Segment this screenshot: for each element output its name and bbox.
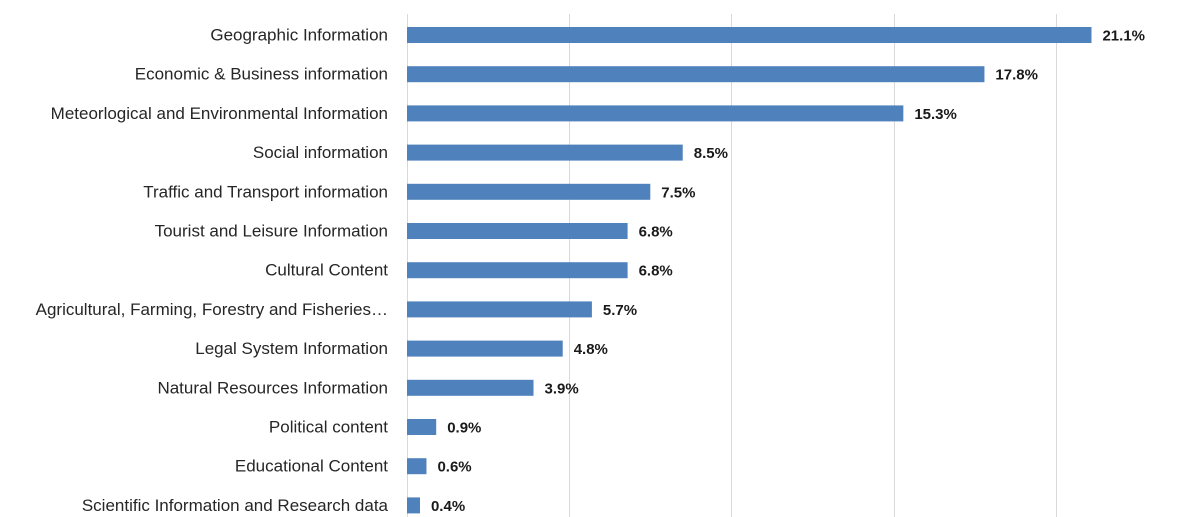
value-label: 17.8% xyxy=(995,67,1038,84)
category-label: Political content xyxy=(269,418,388,437)
bar xyxy=(407,184,650,200)
value-label: 21.1% xyxy=(1102,28,1145,45)
category-label: Traffic and Transport information xyxy=(143,182,388,201)
value-label: 15.3% xyxy=(914,106,957,123)
category-label: Agricultural, Farming, Forestry and Fish… xyxy=(36,300,388,319)
category-label: Geographic Information xyxy=(210,26,388,45)
bar xyxy=(407,497,420,513)
bar xyxy=(407,66,984,82)
value-label: 5.7% xyxy=(603,302,637,319)
value-label: 8.5% xyxy=(694,145,728,162)
value-label: 0.4% xyxy=(431,498,465,515)
category-label: Meteorlogical and Environmental Informat… xyxy=(51,104,388,123)
bar xyxy=(407,380,534,396)
category-label: Legal System Information xyxy=(195,339,388,358)
bar xyxy=(407,301,592,317)
value-label: 7.5% xyxy=(661,184,695,201)
bar xyxy=(407,27,1091,43)
bar xyxy=(407,341,563,357)
bar xyxy=(407,105,903,121)
bar xyxy=(407,458,426,474)
category-label: Natural Resources Information xyxy=(157,378,388,397)
bar xyxy=(407,223,628,239)
category-labels: Geographic Information Economic & Busine… xyxy=(36,26,389,515)
category-label: Scientific Information and Research data xyxy=(82,496,389,515)
bar xyxy=(407,262,628,278)
value-label: 4.8% xyxy=(574,341,608,358)
category-label: Tourist and Leisure Information xyxy=(155,222,388,241)
value-label: 6.8% xyxy=(639,224,673,241)
category-label: Cultural Content xyxy=(265,261,388,280)
bar xyxy=(407,145,683,161)
bar xyxy=(407,419,436,435)
value-label: 0.9% xyxy=(447,420,481,437)
value-label: 0.6% xyxy=(437,459,471,476)
category-label: Social information xyxy=(253,143,388,162)
category-label: Educational Content xyxy=(235,457,388,476)
category-label: Economic & Business information xyxy=(135,65,388,84)
value-label: 3.9% xyxy=(545,380,579,397)
bars xyxy=(407,27,1091,513)
value-label: 6.8% xyxy=(639,263,673,280)
